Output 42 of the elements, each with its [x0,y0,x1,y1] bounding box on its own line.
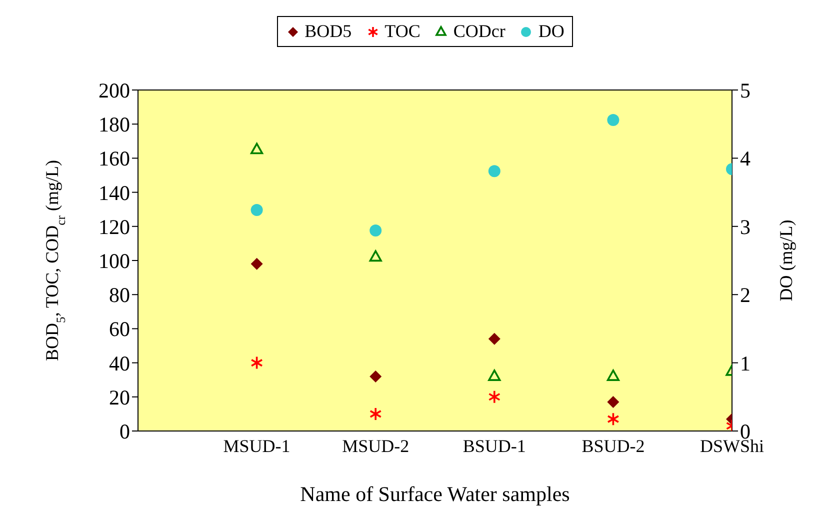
y-tick-label: 160 [98,146,130,171]
y2-tick-label: 1 [740,351,750,376]
y-tick-label: 0 [120,419,130,444]
point [488,165,500,178]
point [370,224,382,236]
y-tick-label: 40 [109,351,130,376]
legend-label: BOD5 [304,21,352,42]
point [607,412,620,426]
x-tick-label: MSUD-2 [342,436,410,456]
y-tick-label: 140 [98,180,130,205]
point [250,258,263,270]
legend-label: CODcr [453,21,506,42]
point [369,250,382,262]
point [250,204,263,216]
y-tick-label: 20 [109,385,130,410]
point [606,370,620,381]
point [488,390,501,404]
y2-axis-title: DO (mg/L) [776,220,796,302]
y-tick-label: 180 [98,112,130,137]
y-tick-label: 100 [98,248,130,273]
point [488,370,501,381]
x-tick-label: BSUD-2 [582,436,645,456]
point [607,396,620,408]
point [607,114,620,126]
y-tick-label: 120 [98,214,130,239]
y2-tick-label: 5 [740,78,750,102]
y-tick-label: 80 [109,283,130,308]
point [369,407,382,421]
y2-tick-label: 2 [740,283,750,308]
point [250,356,263,370]
x-axis-title: Name of Surface Water samples [300,482,570,506]
point [250,142,264,154]
point [370,370,382,382]
y2-tick-label: 4 [740,146,751,171]
legend-label: TOC [384,21,420,42]
y2-tick-label: 3 [740,214,750,239]
legend-label: DO [538,21,564,42]
x-tick-label: BSUD-1 [462,436,526,456]
point [488,332,500,345]
y-tick-label: 60 [109,317,130,342]
y-tick-label: 200 [98,78,130,102]
x-tick-label: MSUD-1 [223,436,290,456]
